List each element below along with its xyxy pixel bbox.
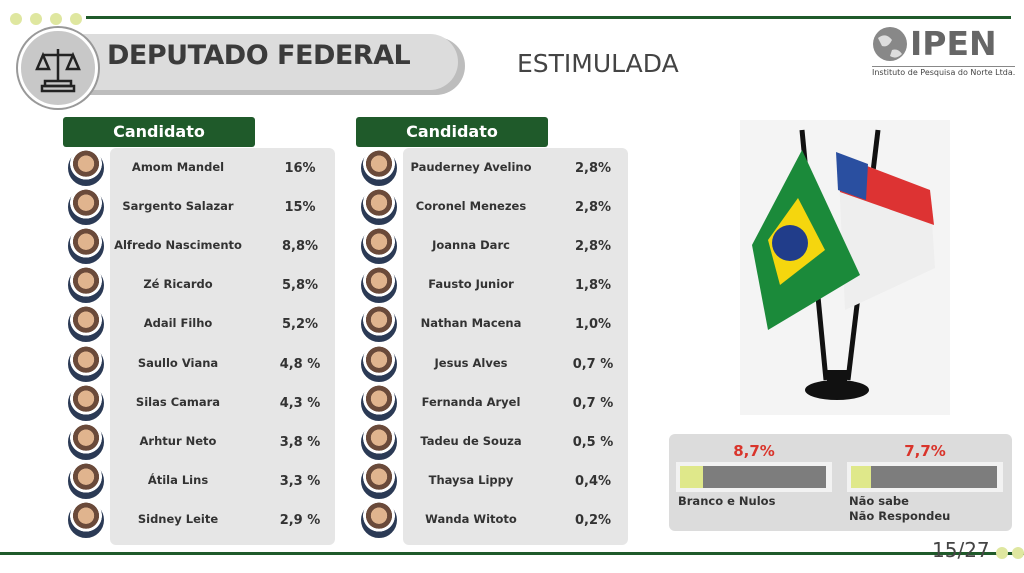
candidate-percent: 8,8% (281, 239, 319, 255)
summary-name: Não sabe (849, 494, 909, 508)
candidate-photo (66, 304, 106, 345)
candidate-name: Tadeu de Souza (420, 433, 522, 448)
candidate-percent: 4,3 % (279, 395, 321, 411)
candidate-percent: 2,8% (574, 200, 612, 216)
summary-name: Branco e Nulos (678, 494, 776, 508)
candidate-percent: 0,7 % (572, 395, 614, 411)
candidate-name: Joanna Darc (432, 238, 510, 253)
logo: IPEN (910, 24, 997, 63)
candidate-photo (66, 226, 106, 267)
candidate-name: Sargento Salazar (122, 199, 234, 214)
candidate-name: Alfredo Nascimento (114, 238, 242, 253)
candidate-percent: 0,2% (574, 512, 612, 528)
candidate-name: Sidney Leite (137, 511, 219, 526)
candidate-name: Arhtur Neto (139, 433, 217, 448)
candidate-photo (66, 187, 106, 228)
candidate-name: Thaysa Lippy (428, 472, 514, 487)
page-number: 15/27 (932, 538, 990, 562)
bottom-rule (0, 552, 1024, 555)
candidate-percent: 5,2% (281, 317, 319, 333)
candidate-percent: 15% (284, 200, 316, 216)
logo-globe (872, 26, 908, 66)
candidate-photo (66, 421, 106, 462)
summary-label: 8,7% (733, 442, 775, 460)
candidate-percent: 4,8 % (279, 356, 321, 372)
candidate-name: Fernanda Aryel (421, 394, 521, 409)
candidate-percent: 0,5 % (572, 434, 614, 450)
candidate-name: Silas Camara (135, 394, 221, 409)
top-rule (86, 16, 1011, 19)
candidate-name: Pauderney Avelino (410, 160, 532, 174)
candidate-percent: 1,0% (574, 317, 612, 333)
candidate-percent: 1,8% (574, 278, 612, 294)
candidate-name: Coronel Menezes (415, 199, 527, 214)
summary-track (851, 466, 997, 488)
summary-bar (680, 466, 703, 488)
icon (18, 28, 98, 108)
subtitle: ESTIMULADA (517, 49, 679, 78)
candidate-photo (66, 460, 106, 501)
summary-name: Não Respondeu (849, 509, 951, 523)
page-dots (995, 545, 1024, 565)
title-pill (75, 34, 458, 90)
table-header: Candidato (63, 117, 255, 147)
candidate-percent: 2,9 % (279, 512, 321, 528)
table-panel (110, 148, 335, 545)
candidate-name: Nathan Macena (420, 316, 522, 331)
candidate-name: Átila Lins (147, 472, 209, 487)
candidate-percent: 16% (284, 161, 316, 176)
candidate-photo (66, 148, 106, 188)
candidate-photo (359, 226, 399, 267)
candidate-name: Amom Mandel (131, 160, 225, 174)
candidate-photo (359, 304, 399, 345)
table-panel (403, 148, 628, 545)
candidate-percent: 0,7 % (572, 356, 614, 372)
candidate-percent: 3,8 % (279, 434, 321, 450)
candidate-name: Saullo Viana (137, 355, 219, 370)
logo-caption: Instituto de Pesquisa do Norte Ltda. (872, 66, 1016, 77)
candidate-photo (66, 343, 106, 384)
candidate-name: Fausto Junior (428, 277, 514, 292)
candidate-photo (359, 343, 399, 384)
candidate-photo (66, 265, 106, 306)
candidate-photo (359, 460, 399, 501)
candidate-photo (359, 421, 399, 462)
candidate-photo (359, 265, 399, 306)
dots (10, 11, 90, 30)
candidate-percent: 2,8% (574, 161, 612, 176)
candidate-name: Wanda Witoto (425, 511, 517, 526)
candidate-percent: 5,8% (281, 278, 319, 294)
title: DEPUTADO FEDERAL (107, 40, 411, 71)
candidate-photo (359, 382, 399, 423)
candidate-photo (359, 148, 399, 188)
candidate-name: Jesus Alves (434, 355, 508, 370)
candidate-name: Zé Ricardo (143, 277, 213, 292)
candidate-percent: 2,8% (574, 239, 612, 255)
summary-bar (851, 466, 872, 488)
table-header: Candidato (356, 117, 548, 147)
candidate-photo (66, 382, 106, 423)
flags (740, 120, 950, 419)
candidate-percent: 3,3 % (279, 473, 321, 489)
candidate-photo (359, 187, 399, 228)
candidate-photo (66, 499, 106, 540)
candidate-name: Adail Filho (143, 316, 213, 331)
summary-track (680, 466, 826, 488)
summary-label: 7,7% (904, 442, 946, 460)
candidate-percent: 0,4% (574, 473, 612, 489)
candidate-photo (359, 499, 399, 540)
